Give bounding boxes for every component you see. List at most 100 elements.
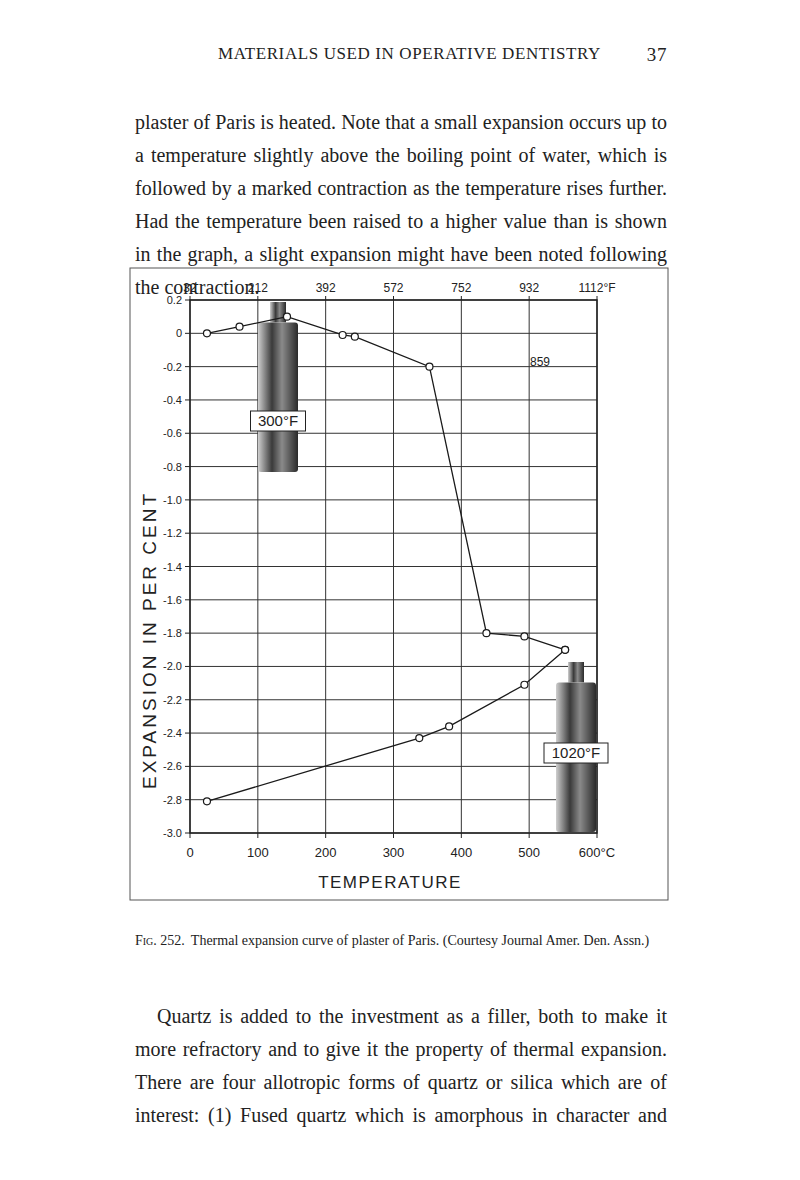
page: {"header": {"title": "MATERIALS USED IN …: [0, 0, 800, 1180]
marker: [203, 798, 210, 805]
grid-line: [190, 333, 597, 334]
tick-label: -0.8: [163, 461, 182, 473]
tick-label: -2.2: [163, 694, 182, 706]
tick: [393, 833, 394, 838]
marker: [339, 331, 346, 338]
marker: [483, 630, 490, 637]
marker: [446, 723, 453, 730]
caption-text: Thermal expansion curve of plaster of Pa…: [191, 933, 649, 948]
grid-line: [190, 699, 597, 700]
tick-label: -0.4: [163, 394, 182, 406]
tick: [257, 833, 258, 838]
plot-frame: [190, 300, 597, 833]
tick-label: -1.0: [163, 494, 182, 506]
tick: [529, 296, 530, 300]
caption-label: Fig. 252.: [135, 933, 185, 948]
tick: [185, 599, 190, 600]
grid-line: [190, 666, 597, 667]
tick-label: -2.0: [163, 660, 182, 672]
axes: 0100200300400500600°C3221239257275293211…: [163, 281, 615, 860]
grid-line: [190, 533, 597, 534]
marker: [284, 313, 291, 320]
line: [207, 317, 565, 650]
tick-label: 400: [450, 845, 472, 860]
grid-line: [190, 633, 597, 634]
tick: [461, 833, 462, 838]
grid-line: [190, 433, 597, 434]
label-box: [251, 411, 306, 431]
tick: [597, 296, 598, 300]
tick: [325, 833, 326, 838]
header: MATERIALS USED IN OPERATIVE DENTISTRY 37: [135, 44, 667, 68]
grid-line: [190, 766, 597, 767]
tick-label: -1.8: [163, 627, 182, 639]
tick-label: 500: [518, 845, 540, 860]
tick: [185, 300, 190, 301]
tick: [393, 296, 394, 300]
annotation: 300°F: [258, 412, 298, 429]
tick: [190, 833, 191, 838]
data: [203, 313, 568, 805]
marker: [416, 735, 423, 742]
tick-label: 300: [383, 845, 405, 860]
tick: [185, 499, 190, 500]
marker: [203, 330, 210, 337]
tick-label: 100: [247, 845, 269, 860]
tick-label: 752: [451, 281, 471, 295]
tick-label: -0.6: [163, 427, 182, 439]
grid-line: [190, 599, 597, 600]
tick: [185, 633, 190, 634]
tick-label: -1.6: [163, 594, 182, 606]
tick-label: -2.4: [163, 727, 182, 739]
page-number: 37: [647, 44, 667, 66]
annotation: 1020°F: [552, 744, 601, 761]
tick: [185, 833, 190, 834]
tick-label: 1112°F: [578, 281, 615, 295]
tick: [185, 799, 190, 800]
grid: [190, 300, 597, 833]
tick: [185, 399, 190, 400]
grid-line: [190, 799, 597, 800]
illustration: 300°F: [251, 302, 306, 472]
illustration: 1020°F: [544, 662, 608, 832]
tick: [325, 296, 326, 300]
grid-line: [190, 399, 597, 400]
sprue: [568, 662, 584, 682]
paragraph: plaster of Paris is heated. Note that a …: [135, 106, 667, 304]
tick: [185, 766, 190, 767]
figure-frame: [130, 268, 668, 900]
header-title: MATERIALS USED IN OPERATIVE DENTISTRY: [218, 44, 601, 64]
tick: [185, 333, 190, 334]
marker: [521, 681, 528, 688]
tick: [461, 296, 462, 300]
tick: [529, 833, 530, 838]
annotation: 859: [530, 355, 550, 369]
axis-title: TEMPERATURE: [318, 873, 462, 892]
marker: [426, 363, 433, 370]
ring: [258, 322, 298, 472]
tick: [597, 833, 598, 838]
tick-label: -2.6: [163, 760, 182, 772]
tick-label: 600°C: [579, 845, 615, 860]
label-box: [544, 743, 608, 763]
axis-title: EXPANSION IN PER CENT: [139, 491, 160, 789]
grid-line: [190, 566, 597, 567]
paragraph: Quartz is added to the investment as a f…: [135, 1000, 667, 1132]
marker: [351, 333, 358, 340]
tick: [185, 733, 190, 734]
grid-line: [190, 499, 597, 500]
tick: [185, 366, 190, 367]
marker: [562, 646, 569, 653]
tick: [185, 699, 190, 700]
tick-label: 0: [176, 327, 182, 339]
tick: [185, 566, 190, 567]
grid-line: [190, 733, 597, 734]
tick-label: 572: [383, 281, 403, 295]
marker: [236, 323, 243, 330]
tick-label: 392: [316, 281, 336, 295]
caption: Fig. 252. Thermal expansion curve of plas…: [135, 930, 667, 952]
tick-label: 0: [186, 845, 193, 860]
tick-label: -1.4: [163, 561, 182, 573]
marker: [521, 633, 528, 640]
tick-label: -1.2: [163, 527, 182, 539]
